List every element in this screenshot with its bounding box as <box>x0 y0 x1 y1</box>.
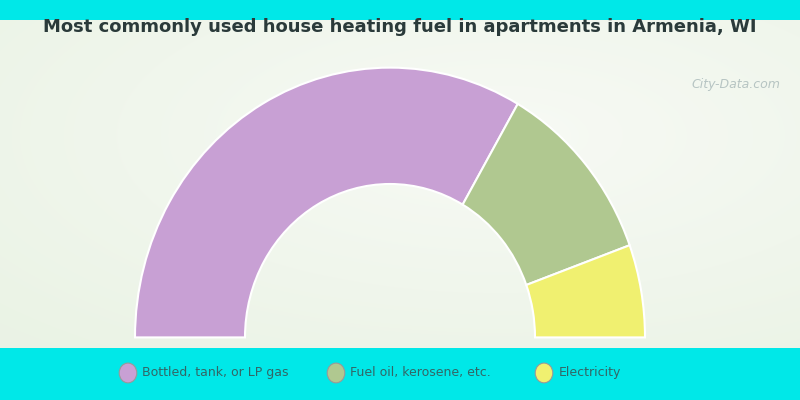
Text: City-Data.com: City-Data.com <box>691 78 780 91</box>
Text: Most commonly used house heating fuel in apartments in Armenia, WI: Most commonly used house heating fuel in… <box>43 18 757 36</box>
Wedge shape <box>462 104 630 285</box>
Wedge shape <box>135 68 518 338</box>
Ellipse shape <box>119 363 137 383</box>
Text: Fuel oil, kerosene, etc.: Fuel oil, kerosene, etc. <box>350 366 491 380</box>
Wedge shape <box>526 245 645 338</box>
Text: Electricity: Electricity <box>558 366 621 380</box>
Ellipse shape <box>327 363 345 383</box>
Ellipse shape <box>535 363 553 383</box>
Text: Bottled, tank, or LP gas: Bottled, tank, or LP gas <box>142 366 289 380</box>
